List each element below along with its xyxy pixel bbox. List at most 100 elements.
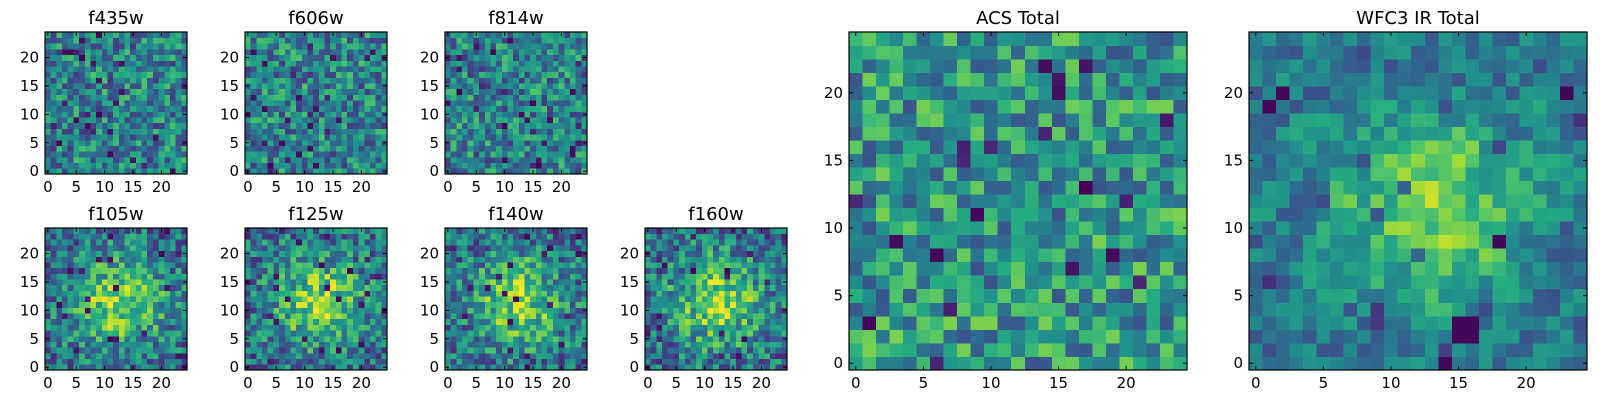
heatmap-cell bbox=[473, 256, 480, 263]
heatmap-cell bbox=[501, 54, 508, 61]
heatmap-cell bbox=[262, 352, 269, 359]
heatmap-cell bbox=[467, 352, 474, 359]
heatmap-cell bbox=[564, 162, 571, 169]
heatmap-cell bbox=[690, 364, 697, 371]
heatmap-cell bbox=[307, 279, 314, 286]
heatmap-cell bbox=[943, 356, 958, 371]
heatmap-cell bbox=[101, 83, 108, 90]
heatmap-cell bbox=[318, 330, 325, 337]
heatmap-cell bbox=[107, 352, 114, 359]
y-tick-label: 5 bbox=[429, 330, 439, 348]
heatmap-cell bbox=[147, 318, 154, 325]
heatmap-cell bbox=[1011, 356, 1026, 371]
heatmap-cell bbox=[307, 117, 314, 124]
heatmap-cell bbox=[169, 128, 176, 135]
heatmap-cell bbox=[735, 358, 742, 365]
heatmap-cell bbox=[147, 122, 154, 129]
heatmap-cell bbox=[267, 330, 274, 337]
heatmap-cell bbox=[296, 358, 303, 365]
heatmap-cell bbox=[369, 347, 376, 354]
heatmap-cell bbox=[62, 151, 69, 158]
heatmap-cell bbox=[513, 347, 520, 354]
heatmap-cell bbox=[1065, 261, 1080, 276]
heatmap-cell bbox=[284, 313, 291, 320]
heatmap-cell bbox=[158, 139, 165, 146]
heatmap-cell bbox=[301, 105, 308, 112]
heatmap-cell bbox=[518, 168, 525, 175]
heatmap-cell bbox=[324, 134, 331, 141]
heatmap-cell bbox=[696, 330, 703, 337]
heatmap-cell bbox=[713, 290, 720, 297]
heatmap-cell bbox=[375, 341, 382, 348]
heatmap-cell bbox=[456, 49, 463, 56]
heatmap-cell bbox=[690, 352, 697, 359]
heatmap-cell bbox=[50, 162, 57, 169]
heatmap-cell bbox=[513, 105, 520, 112]
heatmap-cell bbox=[335, 77, 342, 84]
heatmap-cell bbox=[775, 239, 782, 246]
heatmap-cell bbox=[467, 256, 474, 263]
heatmap-cell bbox=[113, 83, 120, 90]
heatmap-cell bbox=[307, 77, 314, 84]
heatmap-cell bbox=[169, 94, 176, 101]
heatmap-cell bbox=[775, 307, 782, 314]
heatmap-cell bbox=[997, 356, 1012, 371]
heatmap-cell bbox=[501, 352, 508, 359]
heatmap-cell bbox=[369, 290, 376, 297]
heatmap-cell bbox=[513, 145, 520, 152]
heatmap-cell bbox=[250, 151, 257, 158]
heatmap-cell bbox=[558, 66, 565, 73]
heatmap-cell bbox=[113, 32, 120, 39]
heatmap-cell bbox=[262, 88, 269, 95]
heatmap-cell bbox=[530, 358, 537, 365]
heatmap-cell bbox=[158, 279, 165, 286]
heatmap-cell bbox=[107, 250, 114, 257]
heatmap-cell bbox=[130, 313, 137, 320]
heatmap-cell bbox=[547, 145, 554, 152]
heatmap-cell bbox=[352, 151, 359, 158]
heatmap-cell bbox=[375, 94, 382, 101]
heatmap-cell bbox=[101, 37, 108, 44]
heatmap-cell bbox=[679, 250, 686, 257]
heatmap-cell bbox=[735, 318, 742, 325]
heatmap-cell bbox=[535, 32, 542, 39]
heatmap-cell bbox=[152, 49, 159, 56]
heatmap-cell bbox=[313, 267, 320, 274]
heatmap-cell bbox=[324, 279, 331, 286]
heatmap-cell bbox=[118, 233, 125, 240]
heatmap-cell bbox=[147, 233, 154, 240]
heatmap-cell bbox=[301, 122, 308, 129]
heatmap-cell bbox=[456, 100, 463, 107]
heatmap-cell bbox=[1146, 207, 1161, 222]
heatmap-cell bbox=[318, 66, 325, 73]
heatmap-cell bbox=[696, 335, 703, 342]
heatmap-cell bbox=[524, 49, 531, 56]
heatmap-cell bbox=[450, 122, 457, 129]
heatmap-cell bbox=[164, 77, 171, 84]
heatmap-cell bbox=[535, 162, 542, 169]
heatmap-cell bbox=[684, 284, 691, 291]
heatmap-cell bbox=[296, 122, 303, 129]
heatmap-cell bbox=[330, 250, 337, 257]
heatmap-cell bbox=[284, 364, 291, 371]
heatmap-cell bbox=[245, 60, 252, 67]
heatmap-cell bbox=[758, 239, 765, 246]
heatmap-cell bbox=[296, 32, 303, 39]
heatmap-cell bbox=[296, 284, 303, 291]
heatmap-cell bbox=[164, 330, 171, 337]
heatmap-cell bbox=[118, 49, 125, 56]
f814w-axes-frame bbox=[444, 31, 588, 175]
heatmap-cell bbox=[970, 288, 985, 303]
heatmap-cell bbox=[713, 330, 720, 337]
heatmap-cell bbox=[930, 275, 944, 290]
heatmap-cell bbox=[175, 94, 182, 101]
heatmap-cell bbox=[547, 279, 554, 286]
heatmap-cell bbox=[273, 117, 280, 124]
heatmap-cell bbox=[375, 66, 382, 73]
heatmap-cell bbox=[903, 167, 917, 182]
heatmap-cell bbox=[358, 279, 365, 286]
heatmap-cell bbox=[513, 128, 520, 135]
heatmap-cell bbox=[467, 335, 474, 342]
heatmap-cell bbox=[301, 296, 308, 303]
heatmap-cell bbox=[450, 145, 457, 152]
